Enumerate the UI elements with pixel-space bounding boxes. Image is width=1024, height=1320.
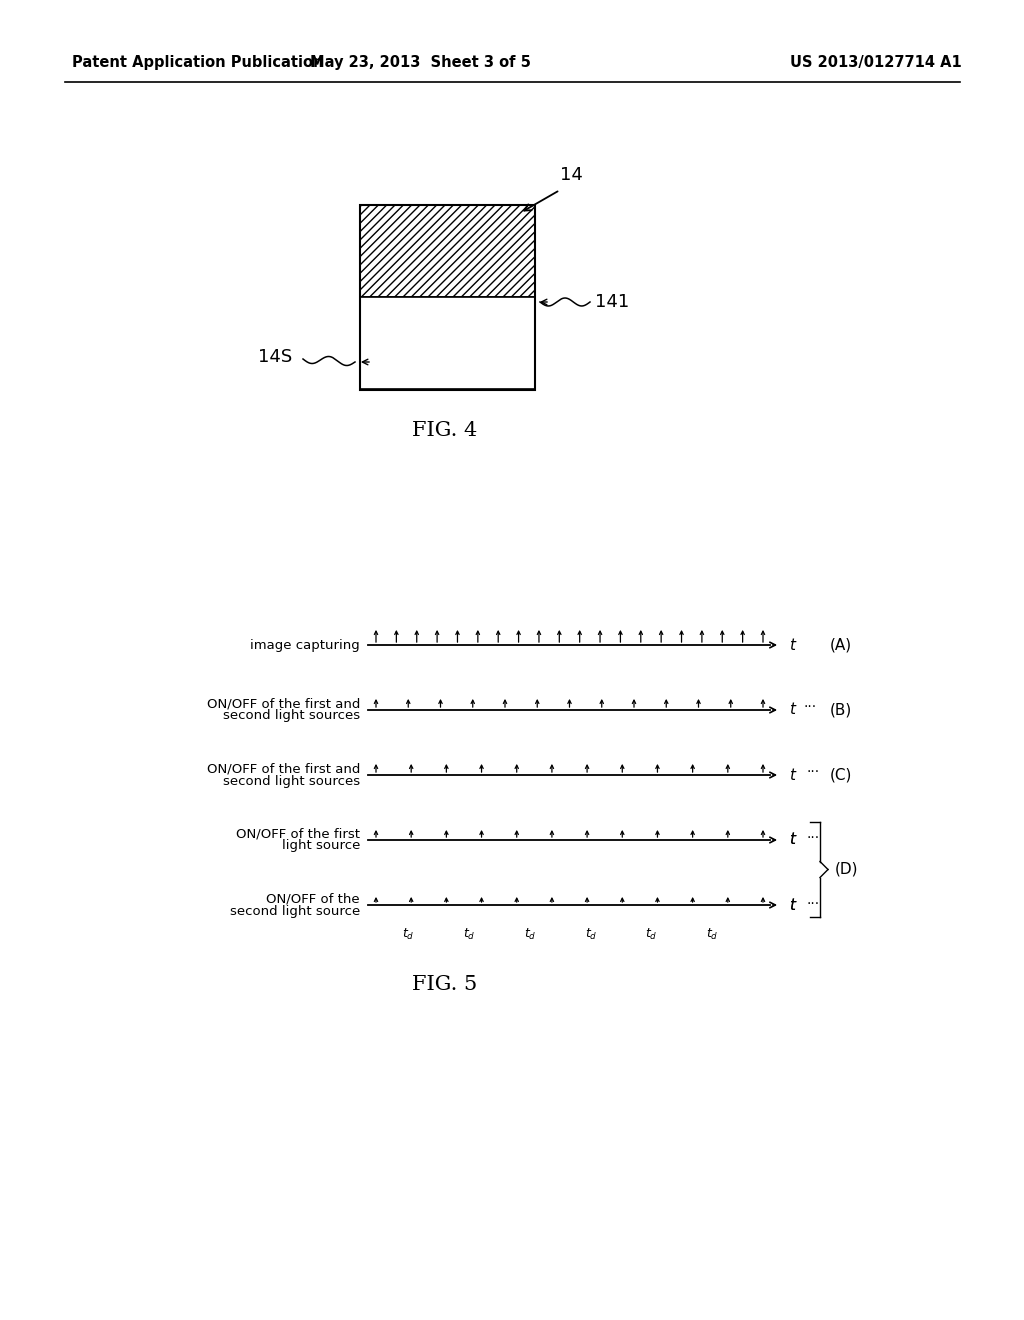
Text: $t_d$: $t_d$: [524, 927, 537, 942]
Text: ON/OFF of the: ON/OFF of the: [266, 892, 360, 906]
Text: $t_d$: $t_d$: [707, 927, 719, 942]
Text: t: t: [790, 767, 795, 783]
Text: second light sources: second light sources: [223, 710, 360, 722]
Text: $t_d$: $t_d$: [645, 927, 657, 942]
Text: (A): (A): [830, 638, 852, 652]
Text: ...: ...: [803, 696, 816, 710]
Text: t: t: [790, 638, 795, 652]
Text: light source: light source: [282, 840, 360, 853]
Text: 14S: 14S: [258, 348, 292, 366]
Text: image capturing: image capturing: [250, 639, 360, 652]
Text: (C): (C): [830, 767, 852, 783]
Text: ...: ...: [806, 892, 819, 907]
Text: ON/OFF of the first and: ON/OFF of the first and: [207, 763, 360, 776]
Bar: [360, 205, 535, 389]
Bar: [360, 297, 535, 389]
Text: t: t: [790, 898, 795, 912]
Text: t: t: [790, 833, 795, 847]
Text: FIG. 5: FIG. 5: [413, 975, 477, 994]
Text: Patent Application Publication: Patent Application Publication: [72, 54, 324, 70]
Text: US 2013/0127714 A1: US 2013/0127714 A1: [790, 54, 962, 70]
Text: ...: ...: [806, 762, 819, 775]
Text: 141: 141: [595, 293, 630, 312]
Text: (D): (D): [835, 862, 858, 876]
Text: second light source: second light source: [229, 904, 360, 917]
Bar: [360, 205, 535, 297]
Text: t: t: [790, 898, 795, 912]
Text: $t_d$: $t_d$: [585, 927, 597, 942]
Text: (B): (B): [830, 702, 852, 718]
Text: t: t: [790, 702, 795, 718]
Text: 14: 14: [560, 166, 583, 183]
Text: May 23, 2013  Sheet 3 of 5: May 23, 2013 Sheet 3 of 5: [309, 54, 530, 70]
Text: second light sources: second light sources: [223, 775, 360, 788]
Text: ON/OFF of the first and: ON/OFF of the first and: [207, 697, 360, 710]
Text: $t_d$: $t_d$: [463, 927, 475, 942]
Text: t: t: [790, 833, 795, 847]
Text: ON/OFF of the first: ON/OFF of the first: [236, 828, 360, 841]
Text: ...: ...: [806, 826, 819, 841]
Text: FIG. 4: FIG. 4: [413, 421, 477, 440]
Text: $t_d$: $t_d$: [402, 927, 415, 942]
